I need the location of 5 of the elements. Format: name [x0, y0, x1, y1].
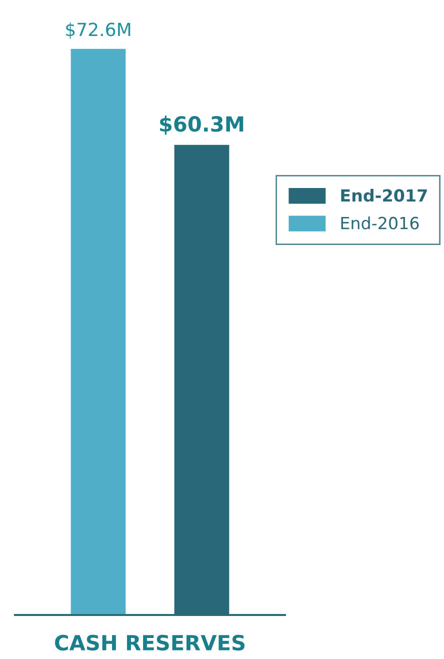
- legend-label: End-2016: [341, 216, 419, 230]
- data-label: $72.6M: [66, 22, 130, 39]
- legend-label: End-2017: [341, 188, 427, 202]
- x-tick-label: CASH RESERVES: [55, 634, 244, 651]
- data-label: $60.3M: [160, 116, 244, 135]
